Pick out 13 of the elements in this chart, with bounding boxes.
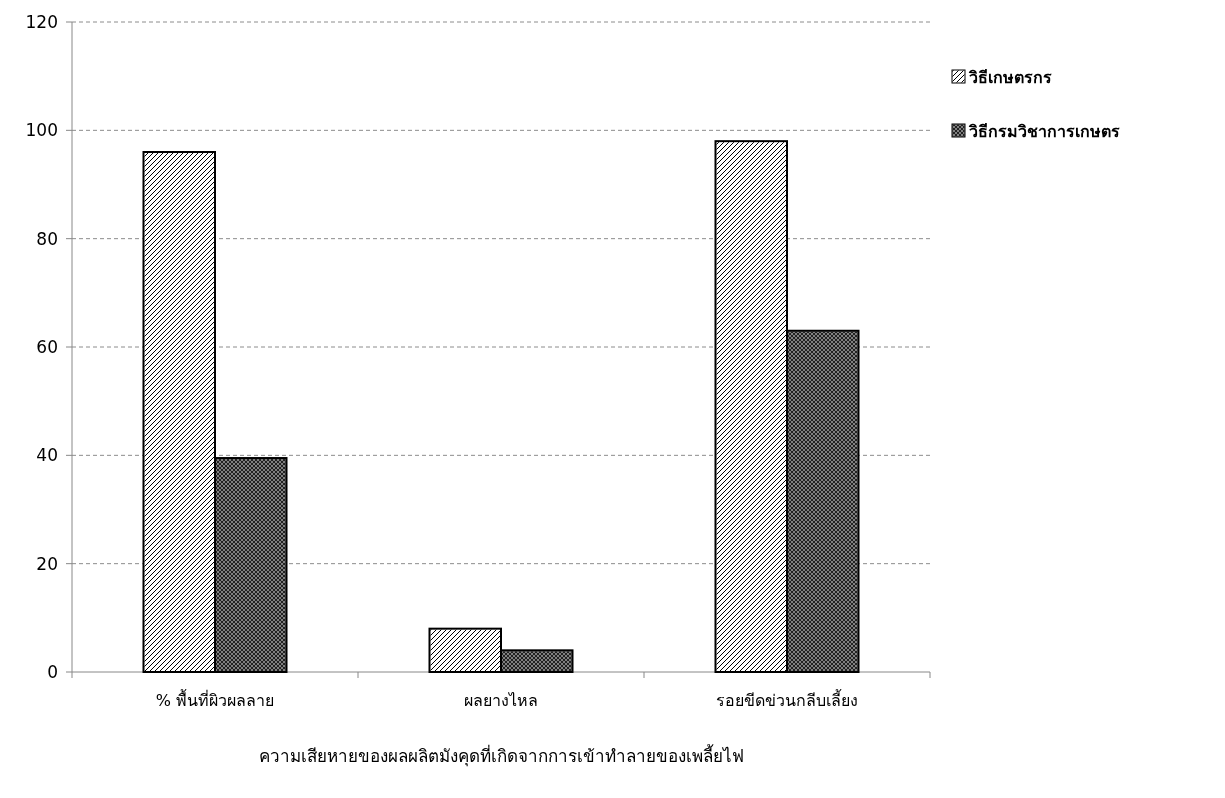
x-axis-title: ความเสียหายของผลผลิตมังคุดที่เกิดจากการเข้าทำลายของเพลี้ยไฟ bbox=[258, 744, 744, 767]
x-tick-label: ผลยางไหล bbox=[464, 691, 538, 710]
legend-label: วิธีกรมวิชาการเกษตร bbox=[968, 121, 1120, 141]
x-tick-label: รอยขีดข่วนกลีบเลี้ยง bbox=[716, 689, 858, 710]
y-tick-label: 60 bbox=[36, 336, 58, 357]
y-tick-label: 40 bbox=[36, 445, 58, 466]
y-tick-label: 120 bbox=[25, 11, 58, 32]
legend-label: วิธีเกษตรกร bbox=[968, 67, 1052, 87]
y-tick-label: 100 bbox=[25, 120, 58, 141]
y-tick-label: 80 bbox=[36, 228, 58, 249]
y-tick-label: 20 bbox=[36, 553, 58, 574]
y-tick-label: 0 bbox=[47, 661, 58, 682]
x-tick-label: % พื้นที่ผิวผลลาย bbox=[155, 689, 275, 710]
